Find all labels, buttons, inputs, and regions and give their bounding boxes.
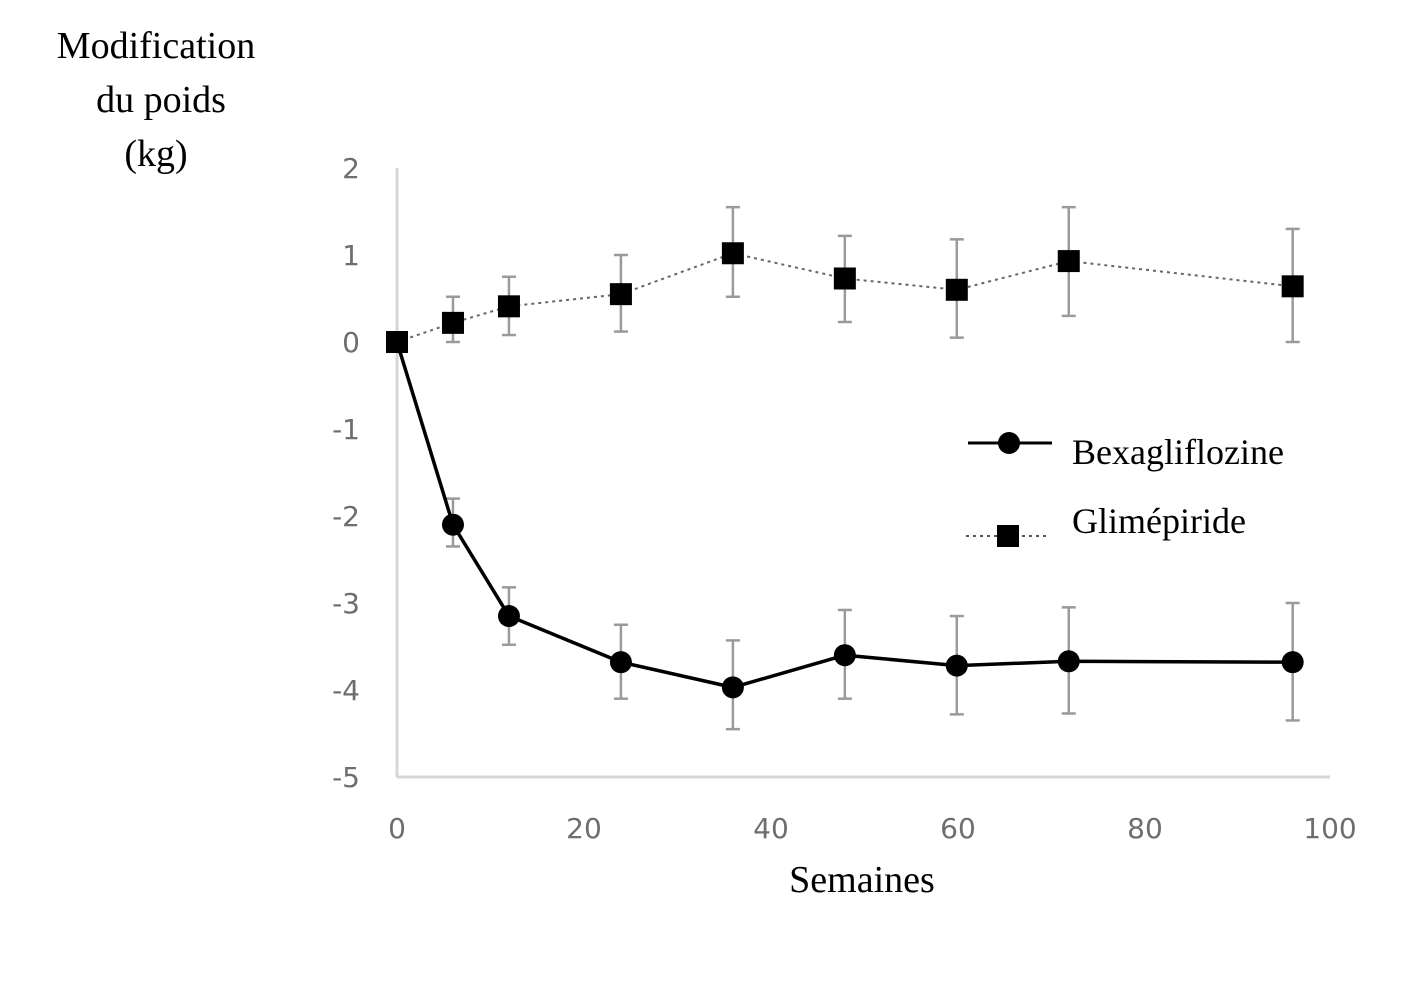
data-point-glim-piride: [441, 311, 464, 334]
legend-marker-square: [997, 525, 1019, 547]
data-point-bexagliflozine: [609, 651, 632, 674]
x-tick-label: 80: [1127, 812, 1163, 845]
data-point-bexagliflozine: [497, 605, 520, 628]
legend-marker-circle: [998, 432, 1020, 454]
y-axis-label-line-3: (kg): [124, 133, 187, 175]
data-point-bexagliflozine: [1281, 651, 1304, 674]
data-point-bexagliflozine: [721, 676, 744, 699]
x-axis-label: Semaines: [789, 859, 935, 901]
y-tick-label: -4: [332, 674, 360, 707]
y-tick-label: -5: [332, 761, 360, 794]
y-tick-label: -3: [332, 587, 360, 620]
legend-label-glimepiride: Glimépiride: [1072, 501, 1246, 541]
y-axis-label-line-2: du poids: [96, 79, 226, 121]
data-point-glim-piride: [1281, 275, 1304, 298]
data-point-glim-piride: [1057, 250, 1080, 273]
y-tick-label: -2: [332, 500, 360, 533]
legend: Bexagliflozine Glimépiride: [966, 432, 1284, 547]
y-tick-labels: 2 1 0 -1 -2 -3 -4 -5: [332, 152, 360, 794]
x-tick-label: 100: [1303, 812, 1356, 845]
plot-area: [386, 205, 1304, 731]
x-tick-labels: 0 20 40 60 80 100: [388, 812, 1357, 845]
x-tick-label: 60: [940, 812, 976, 845]
data-point-bexagliflozine: [1057, 650, 1080, 673]
series-line-glim-piride: [396, 252, 1293, 343]
y-tick-label: 1: [342, 239, 360, 272]
y-tick-label: 0: [342, 326, 360, 359]
data-point-bexagliflozine: [945, 654, 968, 677]
data-point-glim-piride: [721, 242, 744, 265]
data-point-glim-piride: [497, 295, 520, 318]
x-tick-label: 40: [753, 812, 789, 845]
data-point-bexagliflozine: [833, 644, 856, 667]
data-point-bexagliflozine: [386, 331, 408, 353]
x-tick-label: 20: [566, 812, 602, 845]
x-tick-label: 0: [388, 812, 406, 845]
data-point-glim-piride: [833, 267, 856, 290]
y-tick-label: -1: [332, 413, 360, 446]
legend-label-bexagliflozine: Bexagliflozine: [1072, 432, 1284, 472]
data-point-glim-piride: [945, 278, 968, 301]
y-axis-label-line-1: Modification: [57, 25, 255, 67]
data-point-bexagliflozine: [441, 513, 464, 536]
data-point-glim-piride: [609, 283, 632, 306]
y-tick-label: 2: [342, 152, 360, 185]
